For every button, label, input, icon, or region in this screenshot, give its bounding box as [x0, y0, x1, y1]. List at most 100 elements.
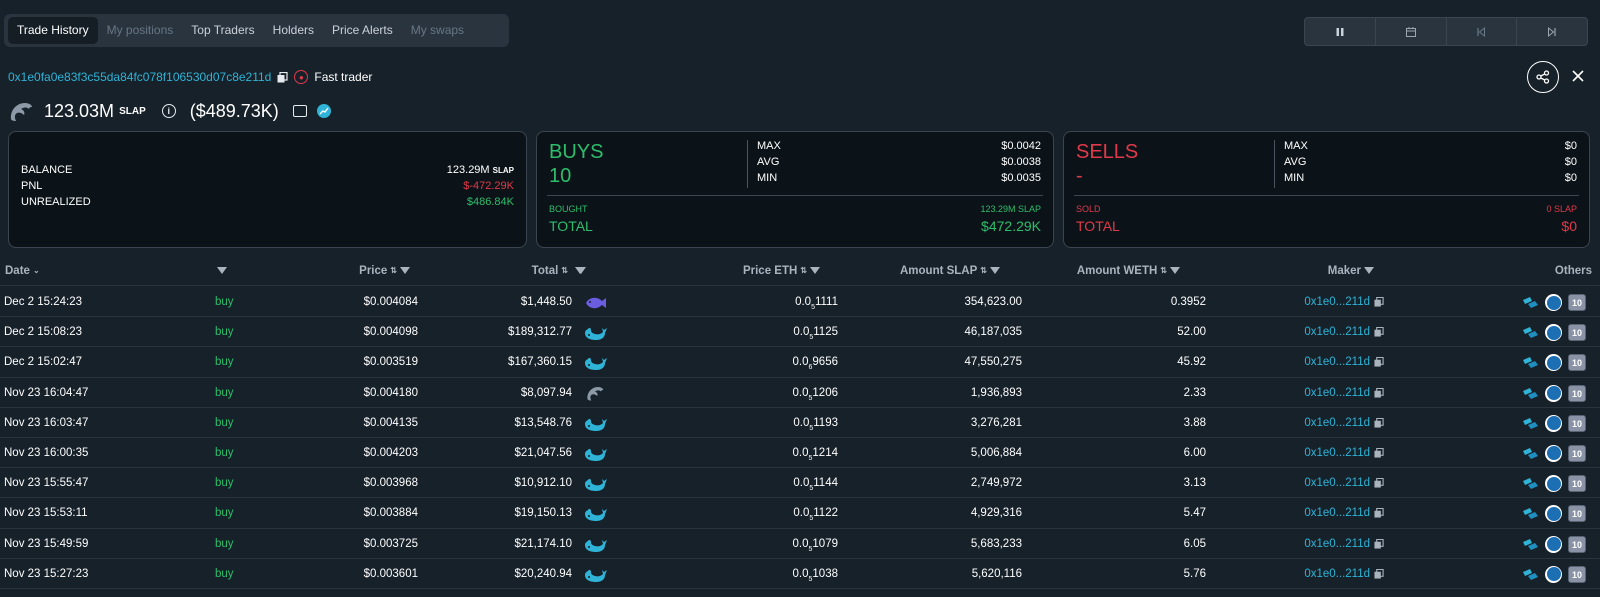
copy-icon[interactable]	[1374, 297, 1384, 307]
maker-link[interactable]: 0x1e0...211d	[1304, 537, 1370, 550]
copy-icon[interactable]	[1374, 387, 1384, 398]
trade-count-badge[interactable]: 10	[1568, 535, 1586, 553]
tab-holders[interactable]: Holders	[272, 23, 315, 37]
share-button[interactable]	[1527, 61, 1559, 93]
column-header-amount-weth[interactable]: Amount WETH ⇅	[1040, 256, 1180, 286]
divider	[747, 140, 748, 188]
bridge-icon[interactable]	[1522, 447, 1539, 460]
chart-icon[interactable]	[1545, 294, 1562, 311]
chart-icon[interactable]	[1545, 414, 1562, 432]
balance-card: BALANCE 123.29M SLAP PNL $-472.29K UNREA…	[8, 131, 527, 248]
trade-count-badge[interactable]: 10	[1568, 565, 1586, 583]
tab-price-alerts[interactable]: Price Alerts	[332, 23, 393, 37]
trade-count-badge[interactable]: 10	[1568, 475, 1586, 493]
table-row[interactable]: Nov 23 16:03:47 buy $0.004135 $13,548.76 0.0…	[0, 408, 1600, 438]
table-row[interactable]: Dec 2 15:02:47 buy $0.003519 $167,360.15 0.0…	[0, 347, 1600, 378]
column-header-maker[interactable]: Maker	[1280, 256, 1374, 286]
trade-count-badge[interactable]: 10	[1568, 294, 1586, 311]
copy-icon[interactable]	[1374, 327, 1384, 337]
tab-trade-history[interactable]: Trade History	[8, 17, 98, 44]
trade-count-badge[interactable]: 10	[1568, 414, 1586, 432]
tab-my-positions[interactable]: My positions	[106, 23, 174, 37]
maker-link[interactable]: 0x1e0...211d	[1304, 296, 1370, 308]
column-header-total[interactable]: Total ⇅	[440, 256, 586, 286]
bridge-icon[interactable]	[1522, 296, 1539, 309]
wallet-address-link[interactable]: 0x1e0fa0e83f3c55da84fc078f106530d07c8e21…	[8, 70, 272, 84]
chart-icon[interactable]	[1545, 354, 1562, 372]
maker-link[interactable]: 0x1e0...211d	[1304, 416, 1370, 429]
trades-table-header: Date ⌄ Price ⇅ Total ⇅ Price ETH ⇅ Amount SL…	[0, 256, 1600, 286]
chart-icon[interactable]	[1545, 565, 1562, 583]
trade-price-eth: 0.051111	[700, 287, 838, 317]
maker-link[interactable]: 0x1e0...211d	[1304, 477, 1370, 490]
trade-type: buy	[215, 356, 234, 369]
sort-icon: ⇅	[800, 266, 807, 275]
copy-icon[interactable]	[1374, 568, 1384, 579]
wallet-icon[interactable]	[292, 105, 307, 117]
maker-link[interactable]: 0x1e0...211d	[1304, 507, 1370, 520]
copy-icon[interactable]	[1374, 357, 1384, 367]
trade-count-badge[interactable]: 10	[1568, 505, 1586, 523]
chart-icon[interactable]	[1545, 384, 1562, 402]
copy-icon[interactable]	[1374, 508, 1384, 518]
chart-icon[interactable]	[1545, 535, 1562, 553]
table-row[interactable]: Nov 23 15:53:11 buy $0.003884 $19,150.13 0.0…	[0, 498, 1600, 529]
table-row[interactable]: Dec 2 15:24:23 buy $0.004084 $1,448.50 0.051…	[0, 287, 1600, 318]
column-header-price-eth[interactable]: Price ETH ⇅	[700, 256, 820, 286]
size-filter[interactable]	[572, 256, 585, 286]
trade-count-badge[interactable]: 10	[1568, 444, 1586, 462]
chart-icon[interactable]	[1545, 324, 1562, 342]
table-row[interactable]: Dec 2 15:08:23 buy $0.004098 $189,312.77 0.0…	[0, 317, 1600, 348]
balance-row: BALANCE 123.29M SLAP	[21, 164, 514, 176]
type-filter[interactable]	[214, 256, 227, 286]
chart-icon[interactable]	[1545, 444, 1562, 462]
trade-count-badge[interactable]: 10	[1568, 324, 1586, 342]
maker-link[interactable]: 0x1e0...211d	[1304, 386, 1370, 399]
table-row[interactable]: Nov 23 15:55:47 buy $0.003968 $10,912.10 0.0…	[0, 468, 1600, 499]
skip-back-button[interactable]	[1447, 18, 1518, 45]
price-eth-zero-count: 5	[811, 304, 815, 311]
close-button[interactable]	[1568, 66, 1588, 86]
maker-link[interactable]: 0x1e0...211d	[1304, 326, 1370, 339]
maker-link[interactable]: 0x1e0...211d	[1304, 567, 1370, 580]
maker-link[interactable]: 0x1e0...211d	[1304, 356, 1370, 369]
price-eth-digits: 1125	[813, 326, 838, 339]
trade-count-badge[interactable]: 10	[1568, 354, 1586, 372]
bridge-icon[interactable]	[1522, 477, 1539, 490]
copy-icon[interactable]	[1374, 538, 1384, 549]
bridge-icon[interactable]	[1522, 387, 1539, 400]
calendar-button[interactable]	[1376, 18, 1447, 45]
copy-icon[interactable]	[1374, 447, 1384, 458]
tab-top-traders[interactable]: Top Traders	[191, 23, 255, 37]
column-header-amount-slap[interactable]: Amount SLAP ⇅	[860, 256, 1000, 286]
chart-icon[interactable]	[1545, 475, 1562, 493]
trade-price-eth: 0.051206	[700, 378, 839, 408]
chart-icon[interactable]	[1545, 505, 1562, 523]
tab-my-swaps[interactable]: My swaps	[410, 23, 465, 37]
bridge-icon[interactable]	[1522, 538, 1539, 551]
pause-button[interactable]	[1305, 18, 1376, 45]
bridge-icon[interactable]	[1522, 417, 1539, 430]
bridge-icon[interactable]	[1522, 568, 1539, 581]
trade-count-badge[interactable]: 10	[1568, 384, 1586, 402]
bridge-icon[interactable]	[1522, 507, 1539, 520]
column-header-price[interactable]: Price ⇅	[280, 256, 410, 286]
table-row[interactable]: Nov 23 16:04:47 buy $0.004180 $8,097.94 0.05…	[0, 378, 1600, 408]
others-cell: 10	[1522, 475, 1586, 493]
copy-icon[interactable]	[1374, 417, 1384, 428]
table-row[interactable]: Nov 23 15:49:59 buy $0.003725 $21,174.10 0.0…	[0, 529, 1600, 559]
trade-total: $189,312.77	[508, 326, 572, 339]
column-header-date[interactable]: Date ⌄	[5, 256, 40, 286]
table-row[interactable]: Nov 23 15:27:23 buy $0.003601 $20,240.94 0.0…	[0, 559, 1600, 589]
trade-type: buy	[215, 477, 234, 490]
bridge-icon[interactable]	[1522, 326, 1539, 339]
skip-forward-button[interactable]	[1517, 18, 1587, 45]
bridge-icon[interactable]	[1522, 356, 1539, 369]
maker-link[interactable]: 0x1e0...211d	[1304, 446, 1370, 459]
table-row[interactable]: Nov 23 16:00:35 buy $0.004203 $21,047.56 0.0…	[0, 438, 1600, 469]
info-icon[interactable]: i	[161, 104, 176, 118]
copy-icon[interactable]	[277, 71, 288, 83]
buys-avg-label: AVG	[757, 156, 780, 168]
copy-icon[interactable]	[1374, 478, 1384, 488]
chart-icon[interactable]	[316, 104, 331, 118]
